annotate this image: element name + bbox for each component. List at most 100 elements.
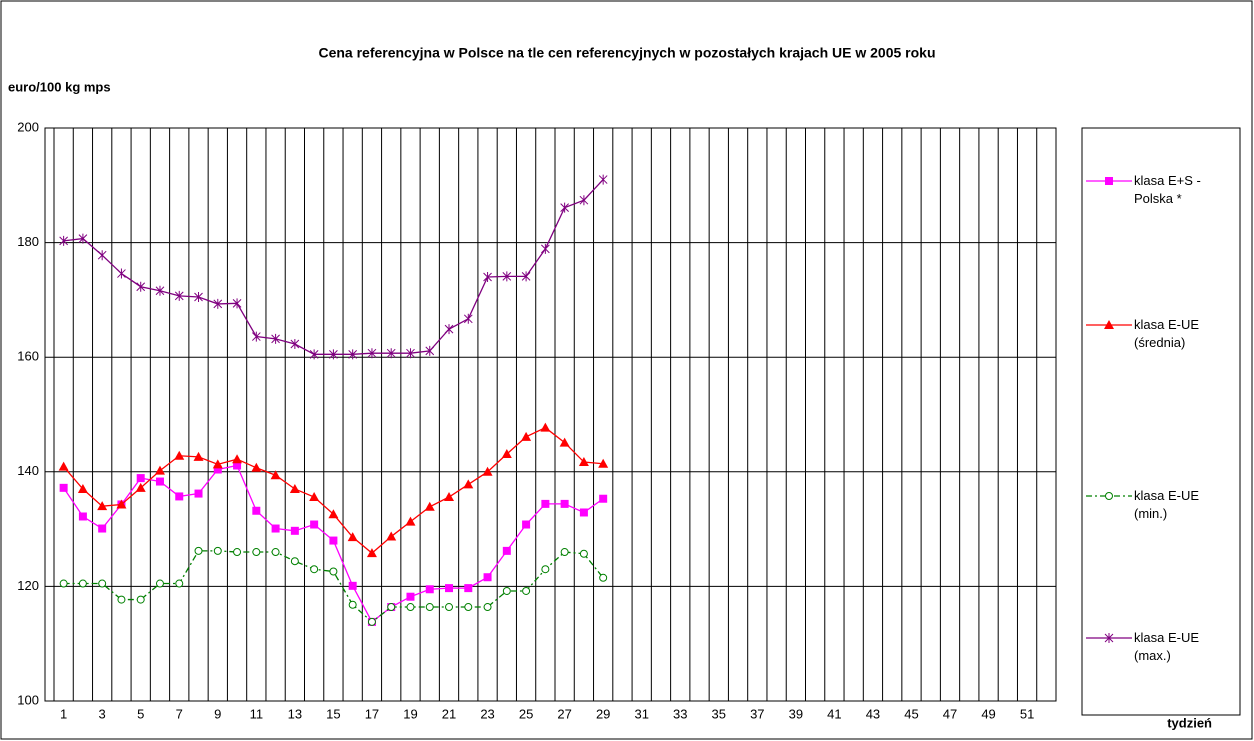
legend-label: klasa E-UE (max.) <box>1134 630 1200 663</box>
marker <box>78 512 87 521</box>
legend-label: klasa E-UE (średnia) <box>1134 317 1200 350</box>
marker <box>175 492 184 501</box>
marker <box>136 595 145 604</box>
x-tick-label: 21 <box>442 706 456 721</box>
marker <box>463 479 474 489</box>
marker <box>175 579 184 588</box>
marker <box>425 345 435 356</box>
marker <box>59 235 68 246</box>
y-tick-label: 200 <box>17 119 39 134</box>
marker <box>464 603 473 612</box>
marker <box>367 617 376 626</box>
marker <box>444 324 454 335</box>
marker <box>598 174 608 185</box>
marker <box>213 465 222 474</box>
marker <box>78 233 88 244</box>
marker <box>482 466 493 476</box>
marker <box>501 449 512 459</box>
y-tick-label: 160 <box>17 349 39 364</box>
marker <box>97 250 107 261</box>
x-tick-label: 47 <box>943 706 957 721</box>
marker <box>97 501 108 511</box>
x-tick-label: 1 <box>60 706 67 721</box>
x-tick-label: 19 <box>403 706 417 721</box>
marker <box>560 202 569 213</box>
marker <box>136 281 146 292</box>
marker <box>541 243 550 254</box>
marker <box>502 271 512 282</box>
marker <box>599 494 608 503</box>
x-tick-label: 5 <box>137 706 144 721</box>
marker <box>578 457 589 467</box>
marker <box>232 298 242 309</box>
x-tick-label: 17 <box>365 706 379 721</box>
marker <box>59 579 68 588</box>
x-tick-label: 35 <box>712 706 726 721</box>
marker <box>117 595 126 604</box>
marker <box>387 603 396 612</box>
marker <box>310 565 319 574</box>
marker <box>463 313 473 324</box>
marker <box>117 268 126 279</box>
marker <box>541 499 550 508</box>
marker <box>579 549 588 558</box>
marker <box>77 483 88 493</box>
marker <box>540 422 551 432</box>
marker <box>348 349 358 360</box>
marker <box>579 195 589 206</box>
marker <box>366 548 377 558</box>
x-tick-label: 9 <box>214 706 221 721</box>
marker <box>290 339 300 350</box>
x-tick-label: 3 <box>99 706 106 721</box>
y-tick-label: 180 <box>17 234 39 249</box>
marker <box>212 459 223 469</box>
marker <box>348 600 357 609</box>
marker <box>522 586 531 595</box>
marker <box>1104 633 1114 643</box>
x-tick-label: 29 <box>596 706 610 721</box>
marker <box>1105 492 1113 500</box>
marker <box>194 546 203 555</box>
x-tick-label: 39 <box>789 706 803 721</box>
marker <box>367 348 377 359</box>
marker <box>348 581 357 590</box>
marker <box>328 509 339 519</box>
marker <box>1104 320 1114 329</box>
marker <box>424 501 435 511</box>
marker <box>251 462 262 472</box>
marker <box>445 603 454 612</box>
x-tick-label: 15 <box>326 706 340 721</box>
marker <box>598 458 609 468</box>
marker <box>194 292 203 303</box>
marker <box>154 465 165 475</box>
marker <box>116 499 127 509</box>
marker <box>98 524 107 533</box>
marker <box>271 524 280 533</box>
marker <box>329 567 338 576</box>
marker <box>425 603 434 612</box>
marker <box>386 348 396 359</box>
x-tick-label: 45 <box>904 706 918 721</box>
legend-label: klasa E-UE (min.) <box>1134 488 1200 521</box>
marker <box>136 474 145 483</box>
x-tick-label: 25 <box>519 706 533 721</box>
marker <box>522 520 531 529</box>
marker <box>59 483 68 492</box>
marker <box>483 271 492 282</box>
y-tick-label: 100 <box>17 692 39 707</box>
marker <box>483 603 492 612</box>
marker <box>425 585 434 594</box>
marker <box>251 331 261 342</box>
marker <box>174 450 185 460</box>
y-tick-label: 120 <box>17 578 39 593</box>
x-tick-label: 7 <box>176 706 183 721</box>
marker <box>213 298 223 309</box>
marker <box>155 285 165 296</box>
x-tick-label: 23 <box>480 706 494 721</box>
chart-title: Cena referencyjna w Polsce na tle cen re… <box>318 45 935 61</box>
marker <box>155 477 164 486</box>
marker <box>271 333 280 344</box>
x-tick-label: 11 <box>250 706 264 721</box>
